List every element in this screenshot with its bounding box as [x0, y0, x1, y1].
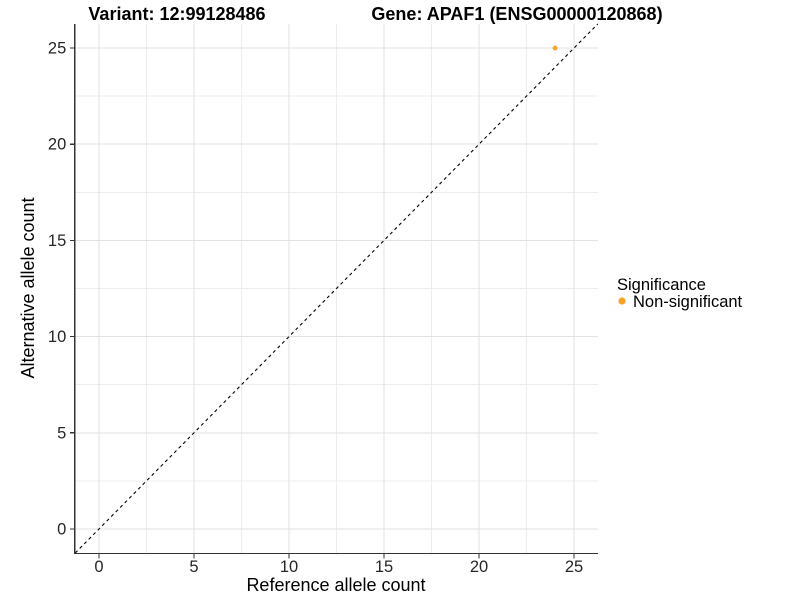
axis-lines — [74, 24, 598, 555]
y-axis-title: Alternative allele count — [18, 197, 38, 378]
data-point — [552, 45, 558, 51]
identity-dashed-line — [74, 23, 599, 554]
y-axis-ticks: 0 5 10 15 20 25 — [48, 40, 75, 538]
legend-key-dot — [618, 297, 626, 305]
x-tick-label: 0 — [94, 558, 103, 576]
scatter-points — [552, 45, 558, 51]
gridlines-major — [75, 24, 598, 553]
plot-title-gene: Gene: APAF1 (ENSG00000120868) — [371, 4, 662, 24]
x-tick-label: 15 — [375, 558, 393, 576]
legend: Significance Non-significant — [617, 276, 743, 311]
x-axis-title: Reference allele count — [246, 575, 425, 595]
y-tick-label: 20 — [48, 136, 66, 154]
y-tick-label: 0 — [57, 520, 66, 538]
y-tick-label: 5 — [57, 424, 66, 442]
legend-item: Non-significant — [618, 293, 743, 311]
x-tick-label: 20 — [470, 558, 488, 576]
y-tick-label: 10 — [48, 328, 66, 346]
x-tick-label: 5 — [189, 558, 198, 576]
x-tick-label: 10 — [280, 558, 298, 576]
x-axis-ticks: 0 5 10 15 20 25 — [94, 554, 583, 576]
y-tick-label: 25 — [48, 40, 66, 58]
legend-title: Significance — [617, 276, 706, 294]
plot-title-variant: Variant: 12:99128486 — [88, 4, 265, 24]
y-tick-label: 15 — [48, 232, 66, 250]
legend-item-label: Non-significant — [633, 293, 743, 311]
x-tick-label: 25 — [565, 558, 583, 576]
